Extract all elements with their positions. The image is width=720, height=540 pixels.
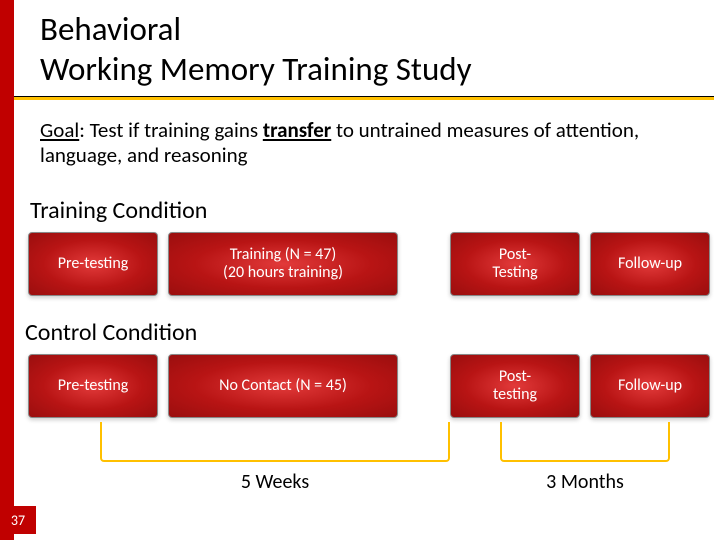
- goal-emphasis: transfer: [263, 117, 331, 143]
- slide: Behavioral Working Memory Training Study…: [0, 0, 720, 540]
- training-post-line2: Testing: [492, 263, 537, 282]
- label-5weeks: 5 Weeks: [100, 470, 450, 494]
- label-3months: 3 Months: [500, 470, 670, 494]
- training-pre-box: Pre-testing: [28, 232, 158, 296]
- training-pre-label: Pre-testing: [58, 255, 129, 273]
- training-mid-line2: (20 hours training): [223, 263, 343, 282]
- title-line2: Working Memory Training Study: [40, 49, 472, 89]
- control-pre-label: Pre-testing: [58, 377, 129, 395]
- training-condition-heading: Training Condition: [30, 196, 207, 225]
- training-post-line1: Post-: [499, 245, 531, 264]
- slide-title: Behavioral Working Memory Training Study: [40, 10, 472, 89]
- control-followup-box: Follow-up: [590, 354, 710, 418]
- goal-before: : Test if training gains: [79, 117, 263, 143]
- training-followup-box: Follow-up: [590, 232, 710, 296]
- goal-text: Goal: Test if training gains transfer to…: [40, 118, 690, 168]
- training-row: Pre-testing Training (N = 47) (20 hours …: [28, 232, 706, 296]
- control-condition-heading: Control Condition: [25, 318, 197, 347]
- control-followup-label: Follow-up: [618, 377, 682, 395]
- slide-number: 37: [11, 512, 25, 529]
- slide-number-badge: 37: [0, 506, 36, 534]
- title-underline: [14, 96, 714, 100]
- control-post-line1: Post-: [499, 367, 531, 386]
- control-pre-box: Pre-testing: [28, 354, 158, 418]
- title-line1: Behavioral: [40, 9, 181, 49]
- training-followup-label: Follow-up: [618, 255, 682, 273]
- control-post-line2: testing: [493, 385, 537, 404]
- training-post-box: Post- Testing: [450, 232, 580, 296]
- control-mid-box: No Contact (N = 45): [168, 354, 398, 418]
- bracket-3months: [500, 422, 670, 462]
- left-accent-bar: [0, 0, 14, 540]
- control-mid-label: No Contact (N = 45): [219, 377, 347, 395]
- control-row: Pre-testing No Contact (N = 45) Post- te…: [28, 354, 706, 418]
- bracket-5weeks: [100, 422, 450, 462]
- control-post-box: Post- testing: [450, 354, 580, 418]
- goal-label: Goal: [40, 117, 79, 143]
- training-mid-box: Training (N = 47) (20 hours training): [168, 232, 398, 296]
- training-mid-line1: Training (N = 47): [230, 245, 336, 264]
